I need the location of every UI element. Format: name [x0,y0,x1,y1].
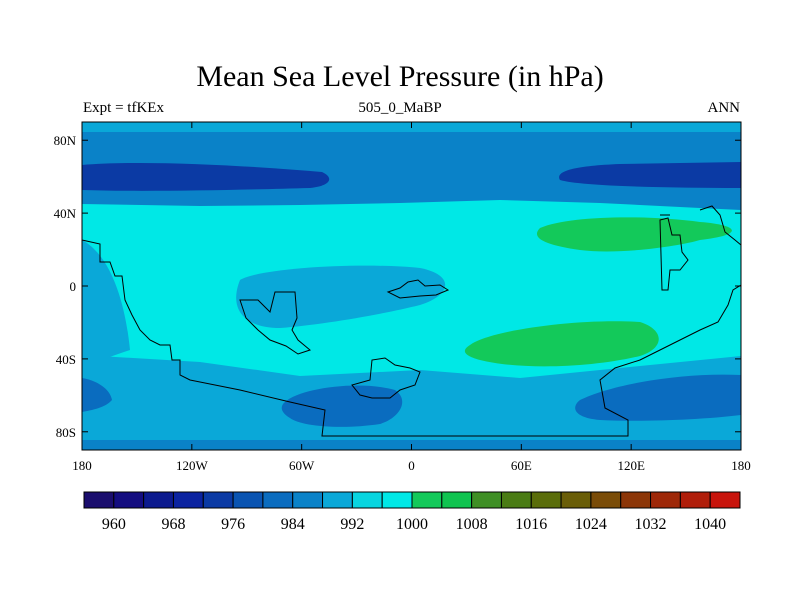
field-band [82,355,741,450]
field-contour [236,265,446,328]
x-tick-label: 180 [72,458,92,473]
y-tick-label: 80S [56,425,76,440]
colorbar-swatch [530,491,562,509]
x-tick-label: 120E [617,458,645,473]
colorbar-label: 1008 [456,516,488,533]
colorbar-label: 1024 [575,516,607,533]
time-label: 505_0_MaBP [358,100,442,116]
colorbar-swatch [590,491,622,509]
field-contour [82,378,112,412]
x-tick-label: 180 [731,458,751,473]
colorbar-label: 1040 [694,516,726,533]
colorbar-label: 992 [340,516,364,533]
colorbar-swatch [560,491,592,509]
colorbar-swatch [232,491,264,509]
colorbar-swatch [441,491,473,509]
chart-title: Mean Sea Level Pressure (in hPa) [196,60,604,93]
y-tick-label: 80N [54,133,77,148]
x-tick-label: 120W [176,458,209,473]
x-tick-label: 0 [408,458,415,473]
x-axis: 180 120W 60W 0 60E 120E 180 [72,122,751,473]
colorbar-swatch [202,491,234,509]
colorbar-swatch [500,491,532,509]
y-tick-label: 40N [54,206,77,221]
colorbar-swatch [143,491,174,509]
colorbar-swatch [471,491,502,509]
field-contour [559,162,741,188]
colorbar-label: 1032 [635,516,667,533]
colorbar-swatch [381,491,413,509]
colorbar-swatch [172,491,204,509]
field-contour [82,240,130,370]
coastlines [82,205,741,437]
y-tick-label: 0 [70,279,77,294]
coastline [351,357,421,399]
field-contour [536,217,732,252]
coastline [239,291,312,355]
colorbar-label: 968 [161,516,185,533]
colorbar-swatch [411,491,443,509]
colorbar-swatch [650,491,681,509]
pressure-field [82,122,741,450]
colorbar-swatch [679,491,711,509]
coastline [386,279,450,299]
field-contour [575,374,741,421]
colorbar-swatch [620,491,652,509]
field-contour [281,385,403,427]
colorbar-label: 960 [102,516,126,533]
colorbar-swatch [322,491,353,509]
experiment-label: Expt = tfKEx [83,100,164,116]
field-contour [82,162,330,191]
coastline [659,217,689,291]
coastline [699,205,741,246]
colorbar-swatch [351,491,383,509]
y-axis: 80N 40N 0 40S 80S [54,133,741,440]
colorbar-swatch [262,491,294,509]
season-label: ANN [707,100,741,116]
colorbar-label: 984 [281,516,305,533]
colorbar-swatch [709,491,741,509]
x-tick-label: 60W [289,458,315,473]
colorbar-label: 1016 [515,516,547,533]
colorbar-swatch [113,491,145,509]
colorbar-swatch [83,491,115,509]
colorbar: 960 968 976 984 992 1000 1008 1016 1024 1032 1040 [83,491,741,533]
colorbar-label: 976 [221,516,245,533]
y-tick-label: 40S [56,352,76,367]
colorbar-label: 1000 [396,516,428,533]
field-contour [464,321,659,367]
colorbar-swatch [292,491,324,509]
coastline [82,239,741,437]
x-tick-label: 60E [511,458,532,473]
